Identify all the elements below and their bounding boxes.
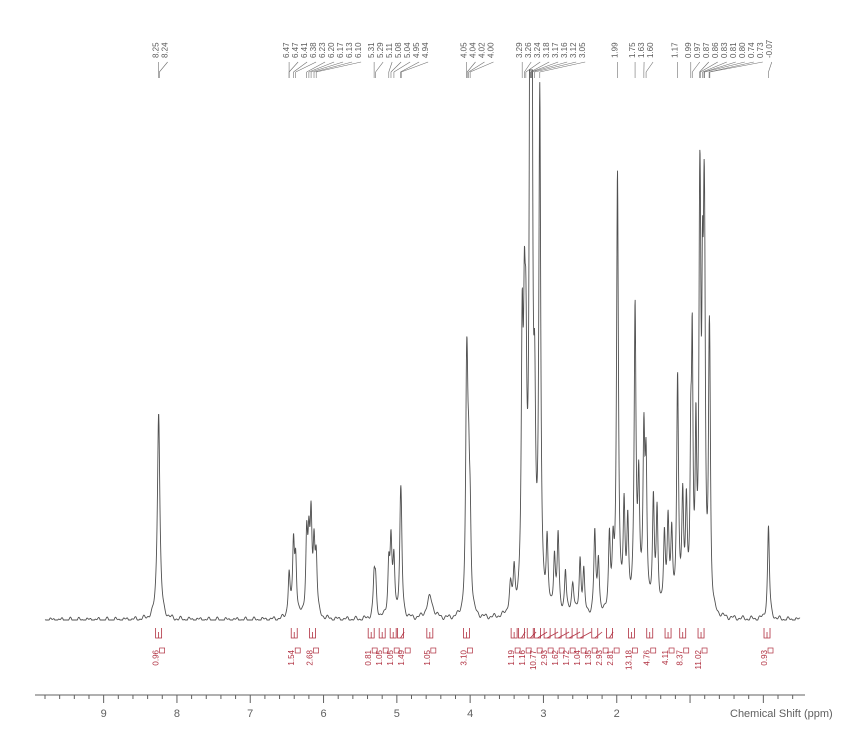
peak-label: 3.16: [560, 42, 569, 58]
peak-tick: [289, 62, 298, 72]
peak-label: 3.24: [533, 42, 542, 58]
peak-label: 4.05: [459, 42, 468, 58]
peak-tick: [293, 62, 307, 72]
peak-label: 0.97: [693, 42, 702, 58]
peak-label: 0.81: [729, 42, 738, 58]
spectrum-trace: [45, 70, 800, 620]
peak-tick: [401, 62, 428, 72]
peak-label: 5.04: [403, 42, 412, 58]
peak-label: 0.83: [720, 42, 729, 58]
peak-tick: [768, 62, 771, 72]
x-axis-tick-label: 9: [101, 708, 107, 720]
peak-label: 0.73: [756, 42, 765, 58]
x-axis-tick-label: 8: [174, 708, 180, 720]
peak-label: 4.00: [486, 42, 495, 58]
peak-label: 3.05: [578, 42, 587, 58]
integral-bracket: [518, 628, 524, 638]
peak-tick: [531, 62, 558, 72]
peak-tick: [710, 62, 763, 72]
peak-label: 8.24: [161, 42, 170, 58]
peak-label: 1.63: [637, 42, 646, 58]
peak-label: 5.11: [385, 42, 394, 58]
integral-bracket: [606, 628, 612, 638]
peak-label: 3.26: [524, 42, 533, 58]
peak-label: 0.74: [747, 42, 756, 58]
peak-tick: [535, 62, 577, 72]
peak-label: 1.75: [628, 42, 637, 58]
peak-label: 6.13: [345, 42, 354, 58]
integral-connector: [558, 632, 569, 638]
peak-label: 5.08: [394, 42, 403, 58]
peak-tick: [692, 62, 700, 72]
peak-label: -0.07: [765, 39, 774, 58]
peak-label: 6.47: [282, 42, 291, 58]
peak-label: 1.17: [671, 42, 680, 58]
peak-label: 3.12: [569, 42, 578, 58]
nmr-spectrum-chart: 8.258.246.476.476.416.386.236.206.176.13…: [0, 0, 844, 729]
peak-label: 6.20: [327, 42, 336, 58]
peak-label: 6.47: [291, 42, 300, 58]
x-axis-tick-label: 3: [540, 708, 546, 720]
peak-label: 4.94: [421, 42, 430, 58]
peak-label: 4.04: [468, 42, 477, 58]
integral-bracket: [398, 628, 404, 638]
peak-label: 0.87: [702, 42, 711, 58]
integral-bracket: [527, 628, 533, 638]
x-axis-label: Chemical Shift (ppm): [730, 708, 833, 720]
peak-label: 6.17: [336, 42, 345, 58]
peak-label: 0.86: [711, 42, 720, 58]
peak-label: 6.23: [318, 42, 327, 58]
peak-tick: [389, 62, 392, 72]
integral-connector: [595, 632, 602, 638]
x-axis-tick-label: 6: [320, 708, 326, 720]
peak-label: 6.10: [354, 42, 363, 58]
x-axis-tick-label: 7: [247, 708, 253, 720]
integral-connector: [580, 632, 591, 638]
peak-label: 0.99: [684, 42, 693, 58]
peak-label: 5.31: [367, 42, 376, 58]
peak-tick: [700, 62, 709, 72]
peak-label: 1.99: [610, 42, 619, 58]
peak-label: 4.95: [412, 42, 421, 58]
x-axis-tick-label: 2: [614, 708, 620, 720]
x-axis-tick-label: 4: [467, 708, 473, 720]
peak-tick: [159, 62, 167, 72]
peak-label: 6.41: [300, 42, 309, 58]
peak-tick: [376, 62, 384, 72]
peak-label: 1.60: [646, 42, 655, 58]
peak-label: 4.02: [477, 42, 486, 58]
integral-connector: [538, 632, 548, 638]
peak-tick: [314, 62, 352, 72]
peak-tick: [705, 62, 745, 72]
peak-tick: [401, 62, 420, 72]
peak-label: 0.80: [738, 42, 747, 58]
integral-connector: [547, 632, 558, 638]
peak-label: 5.29: [376, 42, 385, 58]
peak-label: 3.17: [551, 42, 560, 58]
peak-label: 3.18: [542, 42, 551, 58]
x-axis-tick-label: 5: [394, 708, 400, 720]
integral-connector: [569, 632, 580, 638]
peak-label: 6.38: [309, 42, 318, 58]
peak-tick: [646, 62, 653, 72]
nmr-svg: 8.258.246.476.476.416.386.236.206.176.13…: [0, 0, 844, 729]
peak-label: 8.25: [152, 42, 161, 58]
peak-label: 3.29: [515, 42, 524, 58]
